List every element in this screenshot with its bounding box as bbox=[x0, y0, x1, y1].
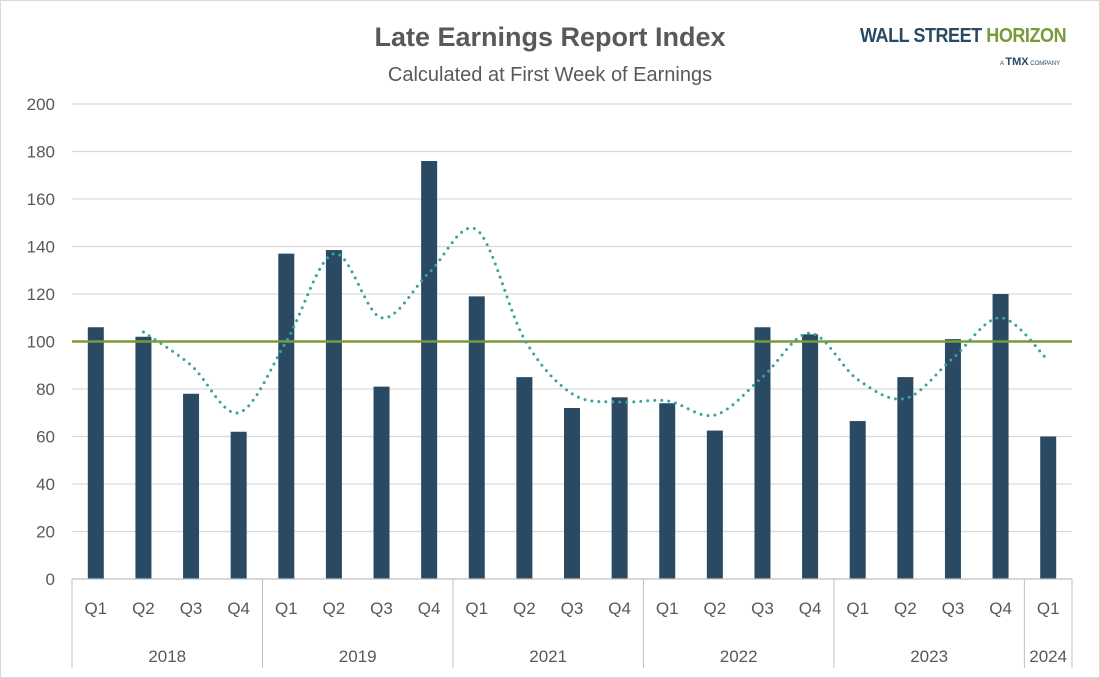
bar bbox=[659, 403, 676, 579]
y-tick-label: 20 bbox=[36, 523, 55, 542]
x-tick-label-quarter: Q2 bbox=[132, 599, 155, 618]
y-tick-label: 80 bbox=[36, 380, 55, 399]
trend-line-dotted bbox=[141, 226, 1050, 418]
x-tick-label-quarter: Q3 bbox=[942, 599, 965, 618]
x-tick-label-quarter: Q1 bbox=[1037, 599, 1060, 618]
bar bbox=[849, 421, 866, 579]
x-tick-label-quarter: Q2 bbox=[894, 599, 917, 618]
x-tick-label-year: 2021 bbox=[529, 647, 567, 666]
bar bbox=[87, 327, 104, 579]
x-tick-label-year: 2019 bbox=[339, 647, 377, 666]
bar bbox=[468, 296, 485, 579]
x-tick-label-quarter: Q2 bbox=[704, 599, 727, 618]
x-tick-label-quarter: Q1 bbox=[656, 599, 679, 618]
x-tick-label-quarter: Q3 bbox=[370, 599, 393, 618]
bar bbox=[183, 393, 200, 579]
x-tick-label-quarter: Q2 bbox=[513, 599, 536, 618]
bar bbox=[135, 336, 152, 579]
bar bbox=[421, 161, 438, 579]
x-tick-label-quarter: Q4 bbox=[608, 599, 631, 618]
y-tick-label: 40 bbox=[36, 475, 55, 494]
x-tick-label-quarter: Q2 bbox=[323, 599, 346, 618]
x-tick-label-year: 2018 bbox=[148, 647, 186, 666]
chart-subtitle: Calculated at First Week of Earnings bbox=[387, 64, 713, 86]
y-tick-label: 160 bbox=[27, 190, 55, 209]
x-tick-label-quarter: Q4 bbox=[418, 599, 441, 618]
bar bbox=[802, 334, 819, 579]
x-tick-label-quarter: Q1 bbox=[84, 599, 107, 618]
x-tick-label-quarter: Q4 bbox=[989, 599, 1012, 618]
bar bbox=[706, 430, 723, 579]
x-tick-label-year: 2024 bbox=[1029, 647, 1067, 666]
bar bbox=[373, 386, 390, 579]
x-tick-label-quarter: Q3 bbox=[180, 599, 203, 618]
bar bbox=[516, 377, 533, 579]
x-tick-label-quarter: Q1 bbox=[846, 599, 869, 618]
bar bbox=[611, 397, 628, 579]
x-tick-label-quarter: Q1 bbox=[465, 599, 488, 618]
bar bbox=[1040, 436, 1057, 579]
x-tick-label-quarter: Q4 bbox=[799, 599, 822, 618]
bar bbox=[564, 408, 580, 579]
x-tick-label-quarter: Q3 bbox=[561, 599, 584, 618]
y-tick-label: 140 bbox=[27, 238, 55, 257]
y-tick-label: 200 bbox=[27, 95, 55, 114]
y-tick-label: 180 bbox=[27, 143, 55, 162]
x-tick-label-year: 2022 bbox=[720, 647, 758, 666]
bar bbox=[325, 250, 342, 579]
y-tick-label: 60 bbox=[36, 428, 55, 447]
bar bbox=[230, 431, 247, 579]
bar bbox=[944, 339, 961, 579]
y-tick-label: 0 bbox=[46, 570, 55, 589]
y-tick-label: 100 bbox=[27, 333, 55, 352]
x-tick-label-quarter: Q4 bbox=[227, 599, 250, 618]
x-tick-label-year: 2023 bbox=[910, 647, 948, 666]
chart-title: Late Earnings Report Index bbox=[374, 22, 726, 52]
wall-street-horizon-logo: WALL STREET HORIZON A TMX COMPANY bbox=[860, 25, 1067, 68]
bar bbox=[992, 294, 1009, 579]
bar bbox=[897, 377, 914, 579]
y-tick-label: 120 bbox=[27, 285, 55, 304]
bar bbox=[278, 253, 295, 579]
x-tick-label-quarter: Q1 bbox=[275, 599, 298, 618]
x-tick-label-quarter: Q3 bbox=[751, 599, 774, 618]
bar bbox=[754, 327, 771, 579]
